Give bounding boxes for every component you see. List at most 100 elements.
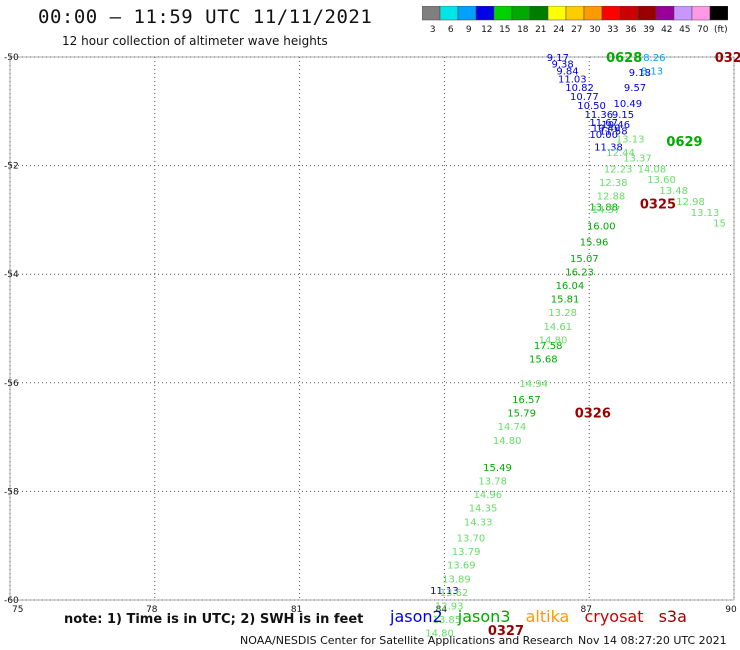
legend-altika: altika <box>525 607 570 626</box>
x-tick-label: 78 <box>146 605 158 615</box>
data-label-jason3_light: 12.98 <box>676 197 705 208</box>
data-label-jason2: 11.36 <box>585 110 614 121</box>
data-label-jason3: 16.23 <box>565 267 594 278</box>
data-label-jason3_light: 13.37 <box>623 153 652 164</box>
colorbar-label: 39 <box>643 25 655 34</box>
x-tick-label: 87 <box>580 605 591 615</box>
data-label-jason3_light: 13.13 <box>691 208 720 219</box>
data-label-jason3_light: 13.62 <box>440 588 469 599</box>
data-label-jason3_light: 12.88 <box>597 191 626 202</box>
colorbar-label: 3 <box>430 25 436 34</box>
track-label: 0628 <box>606 51 642 66</box>
y-tick-label: -60 <box>4 596 19 606</box>
footer-timestamp: Nov 14 08:27:20 UTC 2021 <box>578 634 727 647</box>
data-label-jason3: 15.79 <box>507 409 536 420</box>
data-label-jason3_light: 14.33 <box>464 517 493 528</box>
data-label-jason3: 15.96 <box>580 238 609 249</box>
colorbar-swatch <box>709 6 728 21</box>
data-label-jason2: 9.84 <box>556 67 578 78</box>
data-label-jason3_light: 13.60 <box>647 175 676 186</box>
track-label: 0629 <box>666 135 702 150</box>
data-label-jason3_light: 13.48 <box>659 186 688 197</box>
data-label-jason3_light: 14.61 <box>544 322 573 333</box>
data-label-jason3: 15.81 <box>551 295 580 306</box>
data-label-jason3: 16.04 <box>556 281 585 292</box>
y-tick-label: -52 <box>4 162 19 172</box>
data-label-jason3_light: 13.28 <box>548 308 577 319</box>
data-label-jason3_light: 13.69 <box>447 561 476 572</box>
legend-jason3: jason3 <box>457 607 511 626</box>
note-text: note: 1) Time is in UTC; 2) SWH is in fe… <box>64 612 364 627</box>
track-label: 0327 <box>488 624 524 639</box>
colorbar-label: 12 <box>481 25 492 34</box>
data-label-jason3: 16.00 <box>587 221 616 232</box>
colorbar-label: 24 <box>553 25 565 34</box>
data-label-jason2: 9.18 <box>629 68 651 79</box>
legend-cryosat: cryosat <box>584 607 644 626</box>
data-label-jason3_light: 12.44 <box>606 148 635 159</box>
data-label-jason3_light: 14.37 <box>592 205 621 216</box>
satellite-legend: jason2 jason3 altika cryosat s3a <box>390 607 697 626</box>
colorbar-label: 27 <box>571 25 582 34</box>
data-label-jason3_light: 14.94 <box>519 379 548 390</box>
data-label-cyan: 8.26 <box>643 53 665 64</box>
y-tick-label: -54 <box>4 270 19 280</box>
track-label: 0325 <box>640 198 676 213</box>
colorbar-label: 70 <box>697 25 709 34</box>
data-label-jason3: 15.07 <box>570 254 599 265</box>
colorbar-label: 33 <box>607 25 618 34</box>
data-label-jason2: 9.57 <box>624 83 646 94</box>
x-tick-label: 75 <box>12 605 23 615</box>
data-label-jason2: 10.46 <box>601 120 630 131</box>
data-label-jason3_light: 14.74 <box>498 422 527 433</box>
data-label-jason3_light: 14.80 <box>539 335 568 346</box>
data-label-jason3_light: 14.35 <box>469 504 498 515</box>
footer-credit: NOAA/NESDIS Center for Satellite Applica… <box>240 634 574 647</box>
data-label-jason3: 15.49 <box>483 463 512 474</box>
data-label-jason2: 10.50 <box>577 101 606 112</box>
data-label-jason3_light: 13.78 <box>478 477 507 488</box>
data-label-jason3_light: 12.93 <box>435 601 464 612</box>
data-label-jason3_light: 12.38 <box>599 178 628 189</box>
data-label-jason3_light: 14.96 <box>474 490 503 501</box>
data-label-jason3_light: 13.79 <box>452 547 481 558</box>
data-label-jason2: 11.67 <box>589 118 618 129</box>
colorbar-label: 21 <box>535 25 546 34</box>
colorbar-label: (ft) <box>714 25 728 34</box>
y-tick-label: -56 <box>4 379 19 389</box>
data-label-jason3_light: 15 <box>713 219 726 230</box>
colorbar-label: 18 <box>517 25 529 34</box>
data-label-jason3_light: 13.85 <box>432 615 461 626</box>
data-label-jason3: 17.58 <box>534 341 563 352</box>
data-label-jason2: 11.03 <box>558 75 587 86</box>
track-label: 0324 <box>715 51 740 66</box>
legend-s3a: s3a <box>658 607 687 626</box>
colorbar-label: 6 <box>448 25 454 34</box>
x-tick-label: 84 <box>436 605 448 615</box>
y-tick-label: -50 <box>4 53 19 63</box>
data-label-jason2: 9.38 <box>552 60 574 71</box>
data-label-jason3_light: 14.08 <box>638 164 667 175</box>
data-label-cyan: 8.13 <box>641 67 663 78</box>
data-label-jason3_light: 13.13 <box>616 134 645 145</box>
data-label-jason2: 10.77 <box>570 92 599 103</box>
plot-frame <box>9 56 735 601</box>
x-tick-label: 90 <box>725 605 737 615</box>
track-label: 0326 <box>575 407 611 422</box>
y-tick-label: -58 <box>4 487 19 497</box>
data-label-jason2: 9.15 <box>612 110 634 121</box>
data-label-jason2: 11.38 <box>594 143 623 154</box>
data-label-jason3_light: 13.70 <box>457 534 486 545</box>
data-label-jason3: 13.88 <box>589 202 618 213</box>
data-label-jason3: 15.68 <box>529 354 558 365</box>
colorbar-label: 9 <box>466 25 472 34</box>
data-label-jason3_light: 14.80 <box>493 436 522 447</box>
data-label-jason3_light: 13.89 <box>442 574 471 585</box>
legend-jason2: jason2 <box>390 607 443 626</box>
chart-title: 00:00 – 11:59 UTC 11/11/2021 <box>38 6 373 28</box>
data-label-jason3_light: 12.23 <box>604 164 633 175</box>
data-label-jason2: 11.58 <box>599 126 628 137</box>
colorbar-label: 45 <box>679 25 690 34</box>
colorbar-legend: 3 6 9 12 15 18 21 24 27 30 33 36 39 42 45 70 (ft) <box>422 6 728 34</box>
